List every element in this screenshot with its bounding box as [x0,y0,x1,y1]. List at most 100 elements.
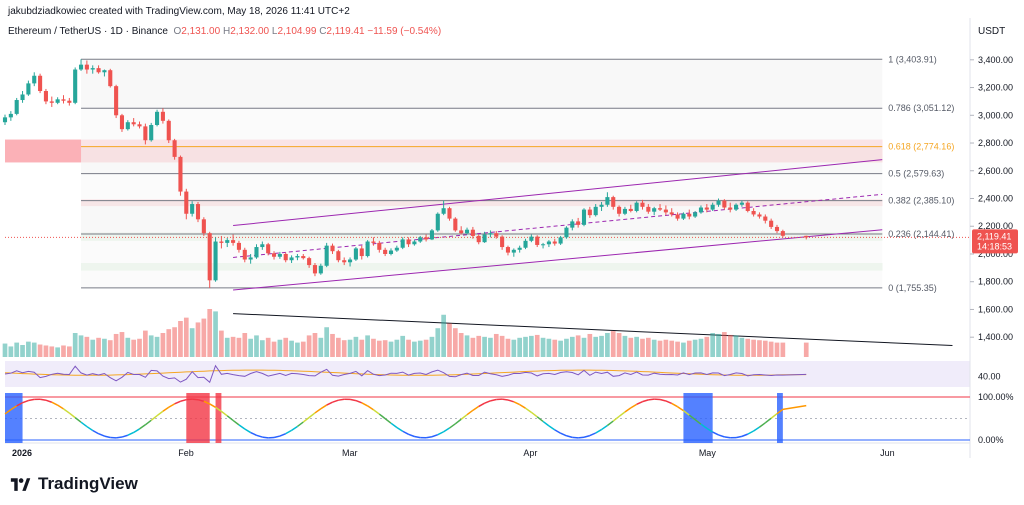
trendline-channel-upper [233,159,883,227]
candle-body [739,202,744,205]
trendline-channel-mid [233,193,883,258]
oscillator-line-segment [601,424,608,431]
volume-bar [581,337,587,357]
fib-band [81,233,883,288]
volume-bar [488,337,493,357]
candle-body [570,221,575,228]
candle-body [78,64,84,70]
candle-body [693,212,698,217]
currency-label[interactable]: USDT [978,26,1006,37]
volume-bar [66,346,72,357]
volume-bar [546,338,552,357]
volume-bar [692,339,698,357]
volume-bar [8,346,14,357]
oscillator-signal-span [5,393,23,443]
volume-bar [178,321,183,357]
candle-body [622,208,627,214]
oscillator-line-segment [443,427,450,433]
trendline-descending [233,313,953,347]
volume-bar [148,335,154,357]
oscillator-tick-label: 0.00% [978,435,1004,445]
volume-bar [745,338,751,357]
oscillator-line-segment [285,429,292,435]
oscillator-line-segment [454,418,462,425]
oscillator-line-segment [431,433,439,438]
high-value: 2,132.00 [230,26,270,37]
price-tick-label: 1,600.00 [978,304,1013,314]
oscillator-line-segment [320,404,328,410]
brand-name: TradingView [38,474,138,493]
volume-bar [119,332,125,357]
oscillator-line-segment [425,436,433,439]
volume-bar [499,335,505,357]
candle-body [119,115,125,130]
volume-bar [417,340,423,357]
candle-body [763,216,768,221]
candle-body [61,99,66,101]
oscillator-line-segment [536,416,544,423]
oscillator-line-segment [121,434,129,438]
oscillator-line-segment [98,433,105,437]
candle-body [377,242,382,250]
candle-body [728,207,733,210]
candle-body [406,239,411,245]
volume-bar [540,337,546,357]
volume-bar [663,339,669,357]
volume-bar [131,339,137,357]
volume-bar [341,340,347,357]
oscillator-line-segment [16,402,23,407]
oscillator-line-segment [4,409,12,415]
volume-bar [324,327,330,357]
volume-bar [224,337,230,357]
oscillator-line-segment [682,410,690,416]
volume-bar [78,335,84,357]
volume-bar [452,328,458,357]
candle-body [336,251,341,261]
volume-bar [295,342,300,357]
oscillator-line-segment [168,403,175,408]
candle-body [90,68,95,70]
price-tick-label: 2,200.00 [978,221,1013,231]
volume-bar [207,309,213,357]
oscillator-line-segment [226,415,234,422]
countdown-label: 14:18:53 [977,241,1012,251]
candle-body [453,218,458,231]
candle-body [207,233,212,281]
oscillator-line-segment [355,399,363,404]
oscillator-line-segment [519,403,526,409]
volume-bar [651,339,657,357]
volume-bar [716,333,721,357]
oscillator-line-segment [220,410,228,417]
oscillator-line-segment [28,398,35,402]
oscillator-line-segment [127,431,134,436]
volume-bar [751,339,756,357]
price-tick-label: 2,000.00 [978,249,1013,259]
candle-body [348,259,353,263]
oscillator-line-segment [618,411,626,418]
candle-body [687,213,692,217]
volume-bar [154,336,160,357]
candle-body [558,237,563,244]
volume-bar [394,339,400,357]
volume-bar [698,338,704,357]
candle-body [318,265,323,274]
oscillator-line-segment [378,413,386,420]
volume-bar [482,336,487,357]
volume-bar [382,340,388,357]
oscillator-line-segment [302,416,310,423]
time-tick-label: 2026 [12,448,32,458]
candle-body [84,64,89,70]
tradingview-brand[interactable]: TradingView [8,474,138,494]
price-tick-label: 2,800.00 [978,138,1013,148]
candle-body [143,126,148,141]
candle-body [564,227,569,238]
candle-body [108,70,113,87]
candle-body [599,204,604,207]
oscillator-line-segment [513,401,520,406]
oscillator-line-segment [197,398,205,403]
candle-body [55,99,60,103]
oscillator-line-segment [589,432,597,437]
fib-band [81,59,883,109]
volume-bar [505,338,511,357]
